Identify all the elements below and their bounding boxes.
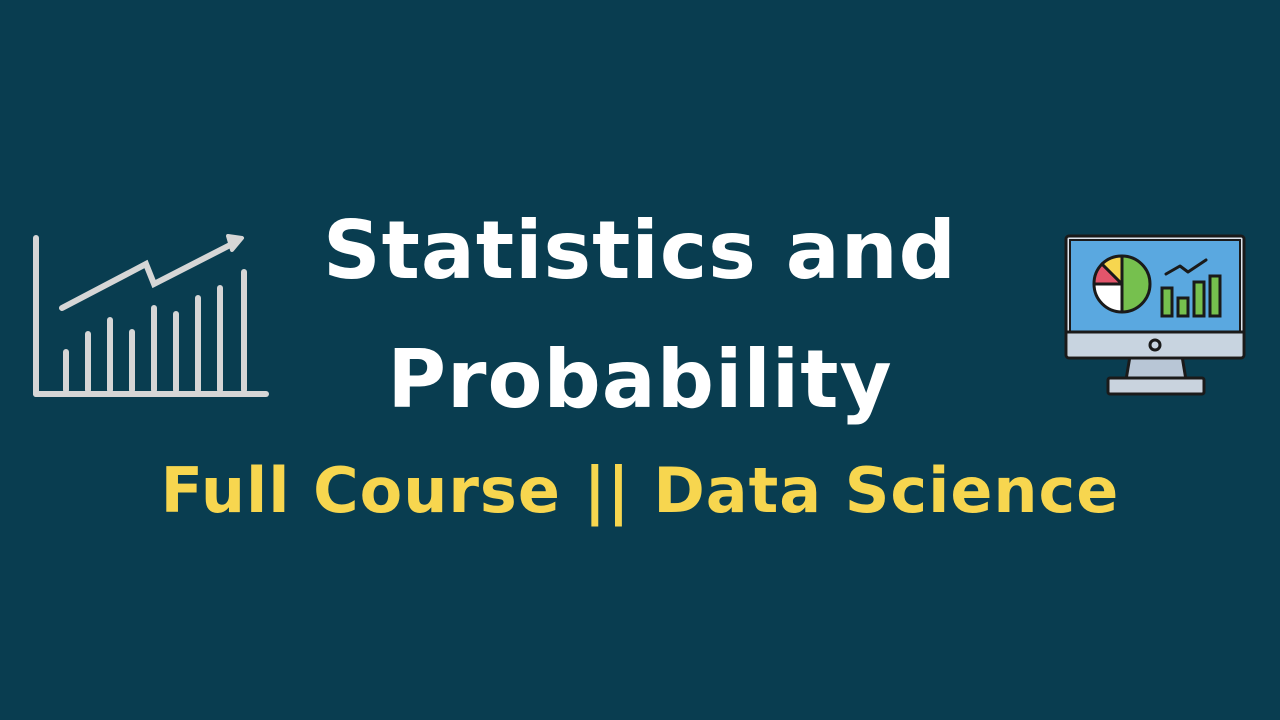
computer-monitor-dashboard-icon [1064,234,1246,396]
subtitle: Full Course || Data Science [160,454,1120,527]
title-line-2: Probability [387,333,893,426]
rising-bar-chart-icon [33,234,269,397]
title-line-1: Statistics and [323,204,957,297]
